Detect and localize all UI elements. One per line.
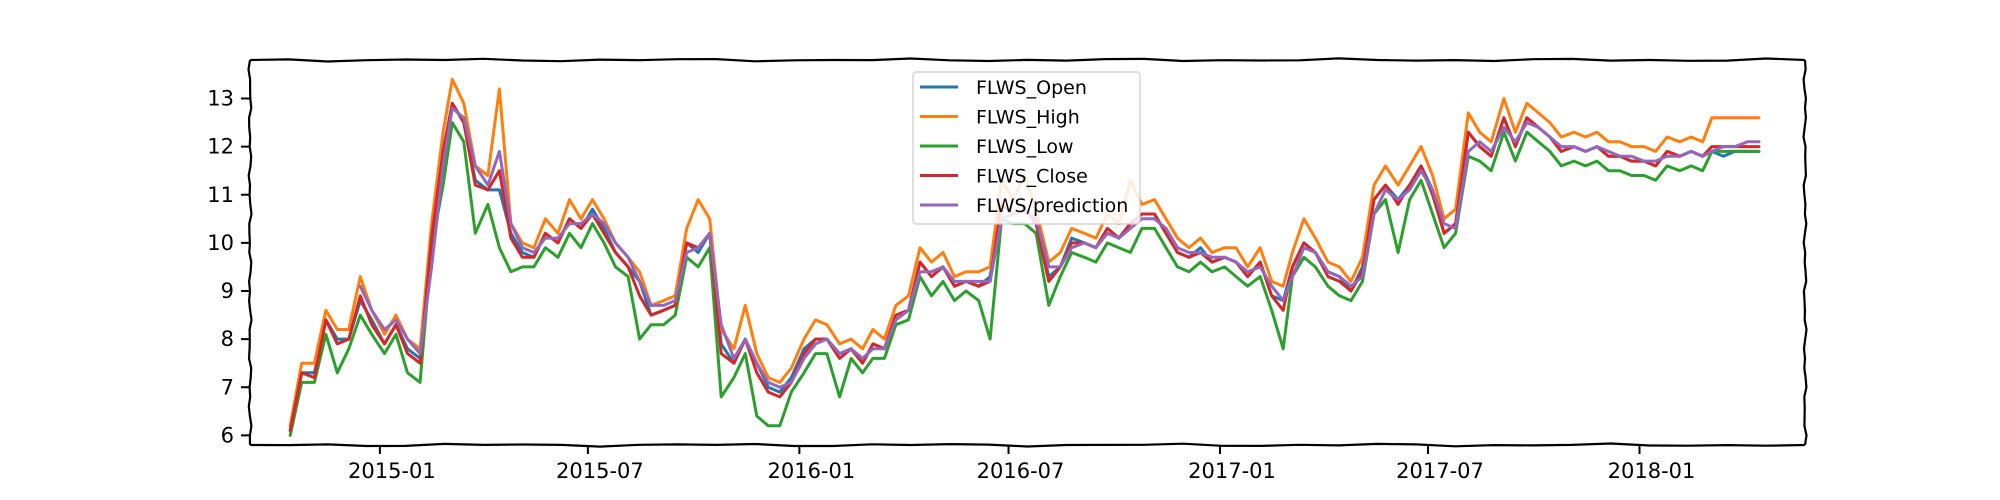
x-axis: 2015-01 2015-07 2016-01 2016-07 2017-01 2017-…	[348, 445, 1695, 483]
legend-entry-label: FLWS_Open	[976, 77, 1087, 99]
x-tick-label: 2018-01	[1608, 459, 1696, 483]
legend-entry-label: FLWS_High	[976, 107, 1080, 129]
y-tick-label: 7	[221, 375, 234, 399]
y-tick-label: 11	[207, 183, 234, 207]
x-tick-label: 2016-07	[977, 459, 1065, 483]
y-tick-label: 12	[207, 135, 234, 159]
x-tick-label: 2016-01	[767, 459, 855, 483]
x-tick-label: 2015-07	[556, 459, 644, 483]
y-tick-label: 9	[221, 279, 234, 303]
frame-left	[247, 59, 253, 446]
y-tick-label: 6	[221, 423, 234, 447]
legend: FLWS_Open FLWS_High FLWS_Low FLWS_Close FLWS…	[912, 71, 1141, 225]
frame-top	[249, 57, 1806, 63]
frame-right	[1802, 59, 1808, 446]
legend-box	[912, 71, 1141, 225]
legend-entry-label: FLWS_Low	[976, 136, 1074, 158]
legend-entry-label: FLWS/prediction	[976, 195, 1128, 217]
y-tick-label: 13	[207, 87, 234, 111]
x-tick-label: 2017-01	[1188, 459, 1276, 483]
y-tick-label: 10	[207, 231, 234, 255]
y-axis: 6 7 8 9 10 11 12 13	[207, 87, 250, 447]
legend-entry-label: FLWS_Close	[976, 166, 1088, 188]
frame-bottom	[249, 442, 1806, 448]
series-line-4	[358, 106, 1761, 389]
x-tick-label: 2017-07	[1396, 459, 1484, 483]
axes-frame	[247, 57, 1808, 448]
y-tick-label: 8	[221, 327, 234, 351]
x-tick-label: 2015-01	[348, 459, 436, 483]
